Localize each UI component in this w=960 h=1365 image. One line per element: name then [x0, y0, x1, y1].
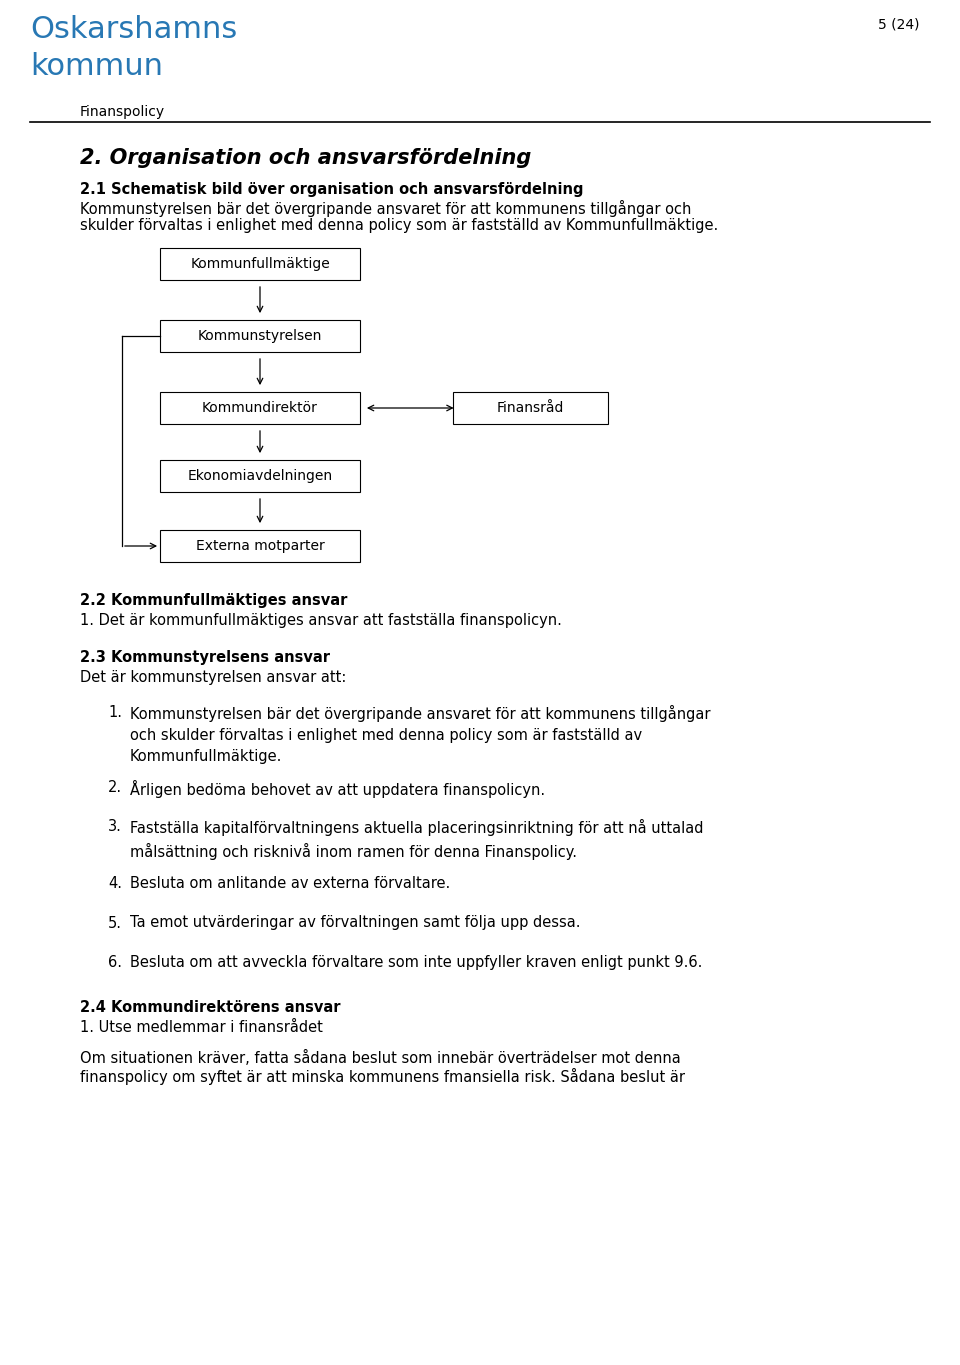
Text: Det är kommunstyrelsen ansvar att:: Det är kommunstyrelsen ansvar att:	[80, 670, 347, 685]
Text: Finansråd: Finansråd	[496, 401, 564, 415]
Text: Kommunstyrelsen bär det övergripande ansvaret för att kommunens tillgångar och: Kommunstyrelsen bär det övergripande ans…	[80, 201, 691, 217]
Bar	[160, 530, 360, 562]
Text: Ekonomiavdelningen: Ekonomiavdelningen	[187, 470, 332, 483]
Text: 5 (24): 5 (24)	[878, 18, 920, 31]
Text: Besluta om att avveckla förvaltare som inte uppfyller kraven enligt punkt 9.6.: Besluta om att avveckla förvaltare som i…	[130, 955, 703, 971]
Bar	[452, 392, 608, 425]
Text: Kommunstyrelsen bär det övergripande ansvaret för att kommunens tillgångar
och s: Kommunstyrelsen bär det övergripande ans…	[130, 704, 710, 764]
Text: 1. Utse medlemmar i finansrådet: 1. Utse medlemmar i finansrådet	[80, 1020, 323, 1035]
Text: Ta emot utvärderingar av förvaltningen samt följa upp dessa.: Ta emot utvärderingar av förvaltningen s…	[130, 916, 581, 931]
Text: kommun: kommun	[30, 52, 163, 81]
Text: Besluta om anlitande av externa förvaltare.: Besluta om anlitande av externa förvalta…	[130, 876, 450, 891]
Text: 2.1 Schematisk bild över organisation och ansvarsfördelning: 2.1 Schematisk bild över organisation oc…	[80, 182, 584, 197]
Bar	[160, 392, 360, 425]
Text: 1.: 1.	[108, 704, 122, 719]
Text: 3.: 3.	[108, 819, 122, 834]
Text: Kommunfullmäktige: Kommunfullmäktige	[190, 257, 330, 272]
Text: 2.: 2.	[108, 779, 122, 794]
Text: 1. Det är kommunfullmäktiges ansvar att fastställa finanspolicyn.: 1. Det är kommunfullmäktiges ansvar att …	[80, 613, 562, 628]
Text: finanspolicy om syftet är att minska kommunens fmansiella risk. Sådana beslut är: finanspolicy om syftet är att minska kom…	[80, 1067, 685, 1085]
Text: Om situationen kräver, fatta sådana beslut som innebär överträdelser mot denna: Om situationen kräver, fatta sådana besl…	[80, 1050, 681, 1066]
Text: Kommunstyrelsen: Kommunstyrelsen	[198, 329, 323, 343]
Text: 4.: 4.	[108, 876, 122, 891]
Text: 2.4 Kommundirektörens ansvar: 2.4 Kommundirektörens ansvar	[80, 999, 341, 1014]
Text: skulder förvaltas i enlighet med denna policy som är fastställd av Kommunfullmäk: skulder förvaltas i enlighet med denna p…	[80, 218, 718, 233]
Text: Årligen bedöma behovet av att uppdatera finanspolicyn.: Årligen bedöma behovet av att uppdatera …	[130, 779, 545, 797]
Bar	[160, 319, 360, 352]
Text: 5.: 5.	[108, 916, 122, 931]
Bar	[160, 460, 360, 491]
Text: 2. Organisation och ansvarsfördelning: 2. Organisation och ansvarsfördelning	[80, 147, 532, 168]
Text: Kommundirektör: Kommundirektör	[202, 401, 318, 415]
Bar	[160, 248, 360, 280]
Text: 2.2 Kommunfullmäktiges ansvar: 2.2 Kommunfullmäktiges ansvar	[80, 592, 348, 607]
Text: Fastställa kapitalförvaltningens aktuella placeringsinriktning för att nå uttala: Fastställa kapitalförvaltningens aktuell…	[130, 819, 704, 860]
Text: 6.: 6.	[108, 955, 122, 971]
Text: 2.3 Kommunstyrelsens ansvar: 2.3 Kommunstyrelsens ansvar	[80, 650, 330, 665]
Text: Finanspolicy: Finanspolicy	[80, 105, 165, 119]
Text: Externa motparter: Externa motparter	[196, 539, 324, 553]
Text: Oskarshamns: Oskarshamns	[30, 15, 237, 44]
